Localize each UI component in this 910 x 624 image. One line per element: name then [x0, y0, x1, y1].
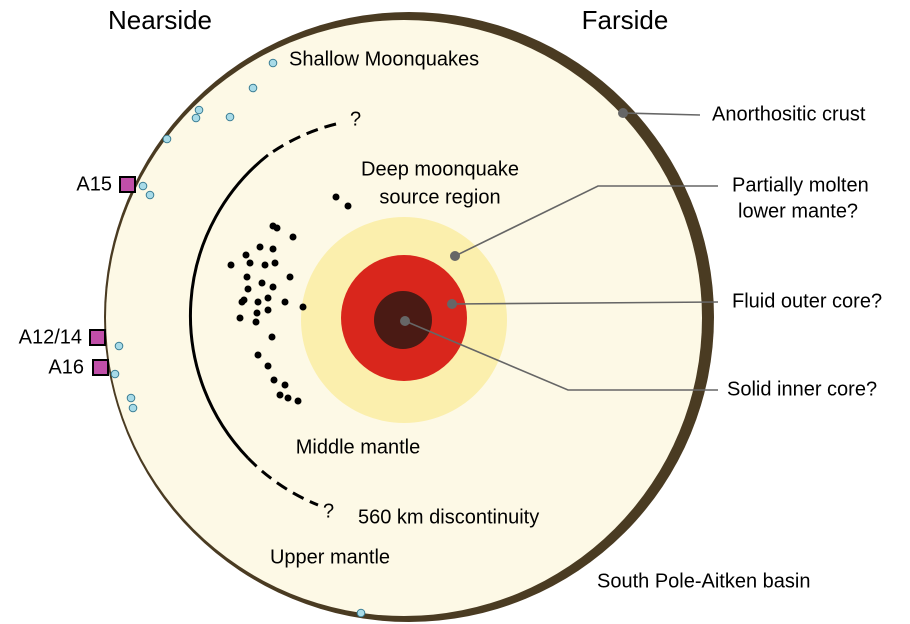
moonquake	[227, 261, 235, 269]
moonquake	[284, 394, 292, 402]
moonquake	[270, 376, 278, 384]
moonquake	[269, 283, 277, 291]
moonquake	[253, 309, 261, 317]
discontinuity-dashed	[246, 456, 319, 507]
moonquake	[264, 362, 272, 370]
station-label: A15	[76, 173, 112, 195]
leader-line	[454, 185, 718, 257]
moonquake	[256, 243, 264, 251]
label: source region	[379, 186, 500, 208]
moonquake	[114, 341, 124, 351]
moonquake	[258, 279, 266, 287]
moonquake	[273, 224, 281, 232]
station-marker	[119, 176, 136, 193]
moonquake	[225, 112, 235, 122]
moonquake	[261, 261, 269, 269]
moonquake	[356, 608, 366, 618]
moonquake	[286, 273, 294, 281]
moonquake	[344, 202, 352, 210]
moonquake	[244, 285, 252, 293]
moonquake	[238, 298, 246, 306]
leader-line	[404, 320, 718, 391]
callout: lower mante?	[738, 200, 858, 222]
heading: Farside	[582, 5, 669, 35]
moonquake	[254, 298, 262, 306]
label: South Pole-Aitken basin	[597, 570, 810, 592]
callout: Partially molten	[732, 174, 869, 196]
station-label: A16	[48, 356, 84, 378]
leader-line	[622, 112, 701, 116]
label: Shallow Moonquakes	[289, 48, 479, 70]
moonquake	[269, 245, 277, 253]
label: 560 km discontinuity	[358, 506, 539, 528]
moonquake	[246, 259, 254, 267]
moonquake	[248, 83, 258, 93]
label: ?	[350, 108, 361, 130]
moonquake	[281, 298, 289, 306]
label: Upper mantle	[270, 546, 390, 568]
moonquake	[281, 381, 289, 389]
moonquake	[252, 318, 260, 326]
moonquake	[289, 233, 297, 241]
station-label: A12/14	[19, 326, 82, 348]
moonquake	[162, 134, 172, 144]
moonquake	[299, 303, 307, 311]
moonquake	[264, 294, 272, 302]
moonquake	[294, 397, 302, 405]
deep-moonquakes	[227, 193, 352, 405]
label: Deep moonquake	[361, 158, 519, 180]
discontinuity-dashed	[267, 122, 337, 157]
callout: Solid inner core?	[727, 378, 877, 400]
moonquake	[264, 306, 272, 314]
leader-line	[451, 301, 719, 305]
moonquake	[191, 113, 201, 123]
station-marker	[89, 329, 106, 346]
moonquake	[332, 193, 340, 201]
label: ?	[323, 500, 334, 522]
moonquake	[138, 181, 148, 191]
moonquake	[268, 333, 276, 341]
callout: Anorthositic crust	[712, 103, 866, 125]
station-marker	[92, 359, 109, 376]
moonquake	[271, 259, 279, 267]
moonquake	[128, 403, 138, 413]
moonquake	[126, 393, 136, 403]
moonquake	[236, 314, 244, 322]
moonquake	[145, 190, 155, 200]
label: Middle mantle	[296, 436, 421, 458]
moonquake	[110, 369, 120, 379]
discontinuity-solid	[188, 153, 269, 460]
shallow-moonquakes	[110, 58, 366, 618]
moonquake	[194, 105, 204, 115]
callout: Fluid outer core?	[732, 290, 882, 312]
moonquake	[268, 58, 278, 68]
moonquake	[254, 351, 262, 359]
moonquake	[276, 391, 284, 399]
moonquake	[242, 251, 250, 259]
heading: Nearside	[108, 5, 212, 35]
moonquake	[243, 273, 251, 281]
leader-dots	[400, 108, 628, 326]
